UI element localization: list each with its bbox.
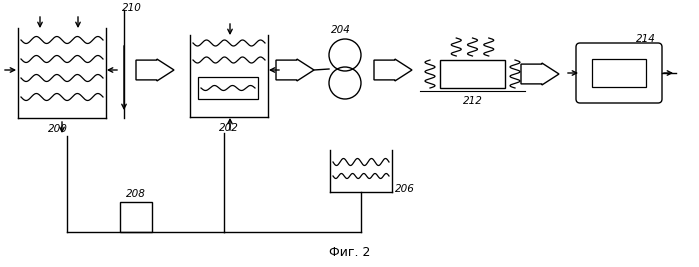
Polygon shape [374, 59, 412, 81]
Text: 206: 206 [395, 184, 415, 194]
Text: 204: 204 [331, 25, 351, 35]
Text: 202: 202 [219, 123, 239, 133]
Polygon shape [198, 77, 258, 99]
Polygon shape [120, 202, 152, 232]
Text: 214: 214 [636, 34, 656, 44]
Polygon shape [521, 63, 559, 85]
Text: 210: 210 [122, 3, 142, 13]
Polygon shape [592, 59, 646, 87]
Polygon shape [276, 59, 314, 81]
Polygon shape [440, 60, 505, 88]
Text: 200: 200 [48, 124, 68, 134]
Polygon shape [136, 59, 174, 81]
Text: 208: 208 [126, 189, 145, 199]
Text: 212: 212 [463, 96, 482, 106]
Text: Фиг. 2: Фиг. 2 [329, 246, 370, 259]
